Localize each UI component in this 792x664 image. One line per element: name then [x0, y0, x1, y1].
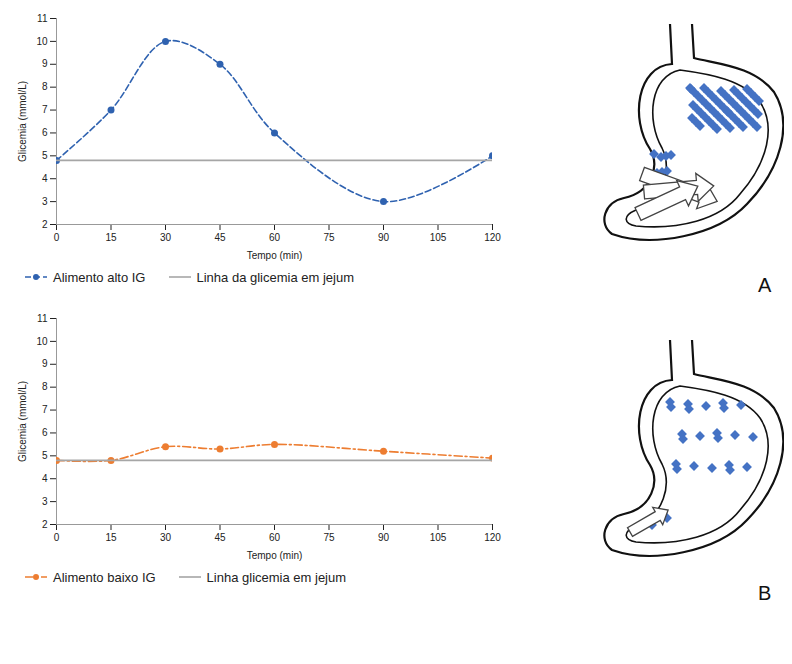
html-text:Alimento alto IG: Alimento alto IG [53, 269, 146, 285]
svg-text:30: 30 [160, 532, 172, 543]
svg-text:3: 3 [42, 496, 48, 507]
svg-text:Glicemia (mmol/L): Glicemia (mmol/L) [17, 81, 28, 162]
svg-text:5: 5 [42, 150, 48, 161]
svg-text:30: 30 [160, 232, 172, 243]
html-text:Linha da glicemia em jejum: Linha da glicemia em jejum [196, 269, 354, 285]
svg-text:15: 15 [105, 532, 117, 543]
svg-text:0: 0 [54, 232, 60, 243]
svg-text:2: 2 [42, 519, 48, 530]
svg-text:120: 120 [484, 232, 501, 243]
svg-text:75: 75 [323, 532, 335, 543]
svg-text:7: 7 [42, 404, 48, 415]
svg-text:B: B [758, 582, 771, 604]
svg-text:60: 60 [269, 532, 281, 543]
svg-text:4: 4 [42, 173, 48, 184]
svg-text:2: 2 [42, 219, 48, 230]
svg-text:11: 11 [37, 313, 48, 324]
svg-text:6: 6 [42, 427, 48, 438]
svg-text:7: 7 [42, 104, 48, 115]
svg-text:Tempo (min): Tempo (min) [247, 250, 303, 261]
html-text:Alimento baixo IG: Alimento baixo IG [53, 569, 156, 585]
svg-text:3: 3 [42, 196, 48, 207]
svg-text:4: 4 [42, 473, 48, 484]
svg-text:8: 8 [42, 81, 48, 92]
svg-text:Glicemia (mmol/L): Glicemia (mmol/L) [17, 381, 28, 462]
svg-text:10: 10 [36, 336, 48, 347]
svg-text:9: 9 [42, 358, 48, 369]
svg-text:105: 105 [430, 532, 447, 543]
svg-text:120: 120 [484, 532, 501, 543]
svg-text:0: 0 [54, 532, 60, 543]
svg-text:9: 9 [42, 58, 48, 69]
svg-text:90: 90 [378, 532, 390, 543]
svg-text:90: 90 [378, 232, 390, 243]
svg-text:6: 6 [42, 127, 48, 138]
svg-text:45: 45 [214, 232, 226, 243]
svg-text:8: 8 [42, 381, 48, 392]
svg-text:15: 15 [105, 232, 117, 243]
svg-text:60: 60 [269, 232, 281, 243]
svg-text:10: 10 [36, 36, 48, 47]
html-text:Linha glicemia em jejum: Linha glicemia em jejum [206, 569, 347, 585]
svg-text:105: 105 [430, 232, 447, 243]
svg-text:Tempo (min): Tempo (min) [247, 550, 303, 561]
svg-text:A: A [758, 274, 772, 296]
svg-text:5: 5 [42, 450, 48, 461]
svg-text:11: 11 [37, 13, 48, 24]
svg-text:45: 45 [214, 532, 226, 543]
svg-text:75: 75 [323, 232, 335, 243]
